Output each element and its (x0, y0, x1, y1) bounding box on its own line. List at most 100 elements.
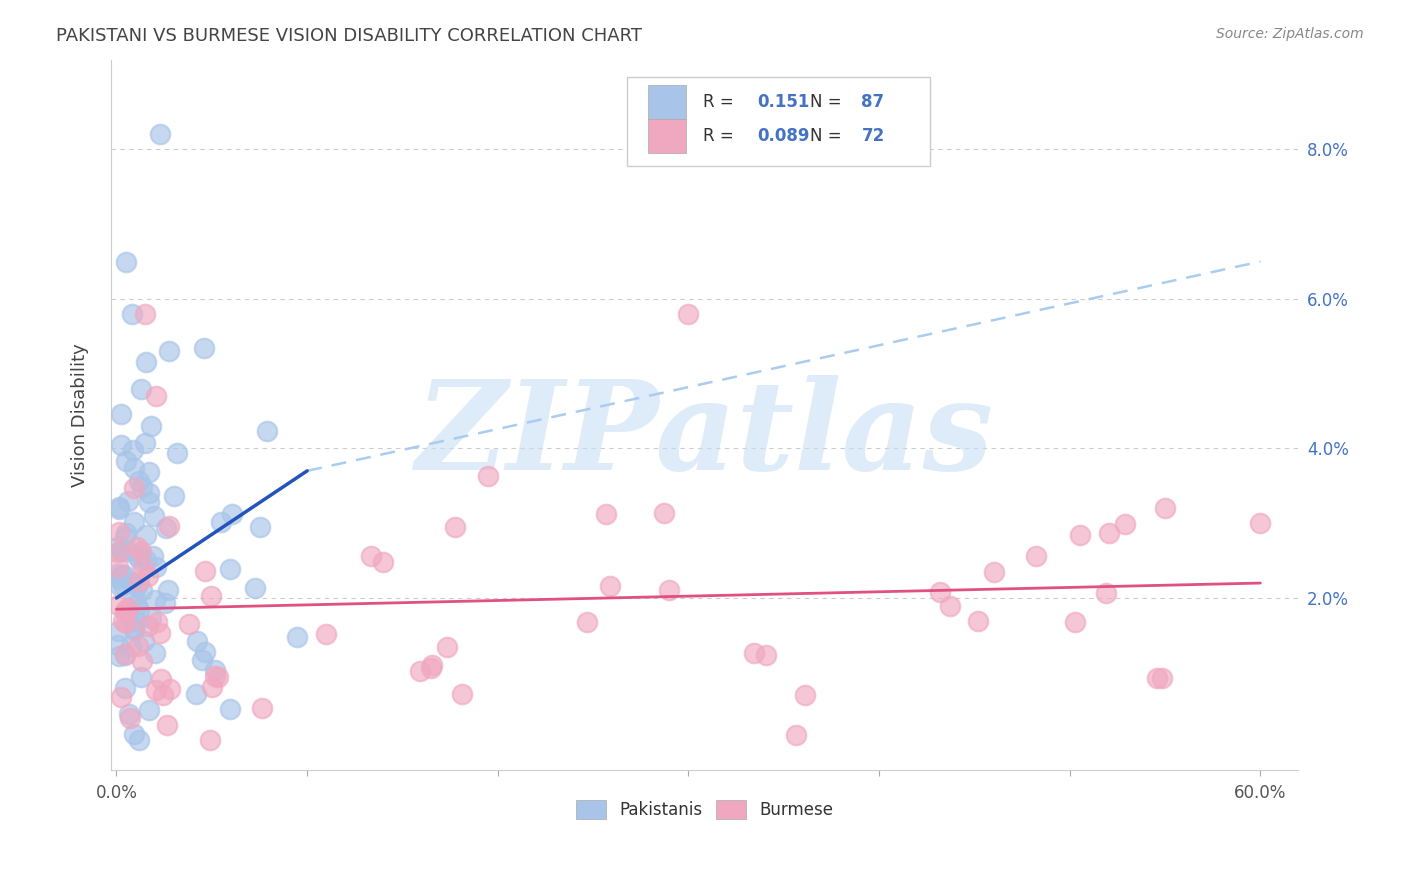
Point (152, 688, 174, 702)
Point (1069, 528, 1091, 542)
Point (138, 703, 160, 717)
Point (156, 718, 179, 732)
Point (122, 461, 145, 475)
Point (107, 598, 129, 612)
Point (939, 599, 962, 614)
Point (124, 621, 146, 635)
Point (1025, 549, 1047, 564)
Point (142, 549, 165, 563)
Point (114, 605, 136, 619)
Point (420, 657, 443, 672)
Point (194, 645, 217, 659)
Point (110, 543, 132, 558)
Point (219, 702, 242, 716)
Point (1150, 672, 1173, 686)
Point (107, 559, 129, 574)
Point (149, 626, 172, 640)
Point (155, 596, 177, 610)
Point (107, 571, 129, 585)
Point (128, 603, 150, 617)
FancyBboxPatch shape (627, 78, 931, 166)
Point (194, 564, 217, 578)
Point (114, 681, 136, 695)
Point (149, 672, 172, 686)
Point (110, 579, 132, 593)
Point (121, 575, 143, 590)
Point (678, 307, 700, 321)
Point (200, 589, 222, 603)
Point (120, 639, 142, 653)
Point (108, 648, 131, 663)
Point (1146, 671, 1168, 685)
Point (143, 508, 166, 523)
Point (138, 486, 160, 500)
Point (131, 654, 153, 668)
Point (128, 553, 150, 567)
Point (1154, 501, 1177, 516)
Point (157, 344, 180, 359)
Text: N =: N = (810, 94, 848, 112)
Point (250, 701, 273, 715)
Point (131, 582, 153, 597)
Point (755, 648, 778, 662)
Point (129, 670, 152, 684)
Point (136, 569, 159, 583)
Point (184, 687, 207, 701)
Text: ZIPatlas: ZIPatlas (416, 376, 994, 497)
Y-axis label: Vision Disability: Vision Disability (72, 343, 89, 487)
Point (124, 481, 146, 495)
Point (124, 591, 146, 605)
Point (118, 607, 141, 621)
Text: 0.089: 0.089 (756, 128, 810, 145)
Point (451, 687, 474, 701)
Point (575, 615, 598, 629)
Point (107, 638, 129, 652)
Point (360, 549, 382, 563)
Point (120, 711, 142, 725)
Legend: Pakistanis, Burmese: Pakistanis, Burmese (569, 793, 839, 826)
Text: R =: R = (703, 94, 740, 112)
Point (966, 614, 988, 628)
Point (110, 690, 132, 704)
Point (108, 500, 131, 515)
Point (1098, 526, 1121, 541)
Text: R =: R = (703, 128, 740, 145)
Point (156, 582, 179, 597)
Point (132, 561, 155, 575)
Point (117, 494, 139, 508)
Point (785, 728, 807, 742)
Point (128, 574, 150, 588)
Point (420, 661, 443, 675)
Point (186, 633, 208, 648)
Point (221, 508, 243, 522)
Point (143, 593, 166, 607)
Point (114, 530, 136, 544)
Point (134, 307, 156, 321)
Point (125, 540, 148, 554)
Point (122, 623, 145, 637)
Point (145, 615, 167, 630)
Point (115, 254, 138, 268)
Point (209, 515, 232, 529)
FancyBboxPatch shape (648, 120, 686, 153)
Point (929, 585, 952, 599)
Text: 87: 87 (862, 94, 884, 112)
Point (256, 424, 278, 438)
Point (107, 567, 129, 582)
Point (117, 600, 139, 615)
Point (134, 435, 156, 450)
Text: 0.151: 0.151 (756, 94, 810, 112)
Point (115, 616, 138, 631)
Point (1249, 516, 1271, 531)
Point (652, 507, 675, 521)
Point (204, 663, 226, 677)
Point (128, 474, 150, 488)
Point (110, 543, 132, 558)
Point (193, 341, 215, 355)
Point (243, 581, 266, 595)
Point (115, 454, 138, 468)
Point (125, 597, 148, 611)
Point (129, 547, 152, 561)
Point (121, 307, 143, 321)
Point (138, 495, 160, 509)
